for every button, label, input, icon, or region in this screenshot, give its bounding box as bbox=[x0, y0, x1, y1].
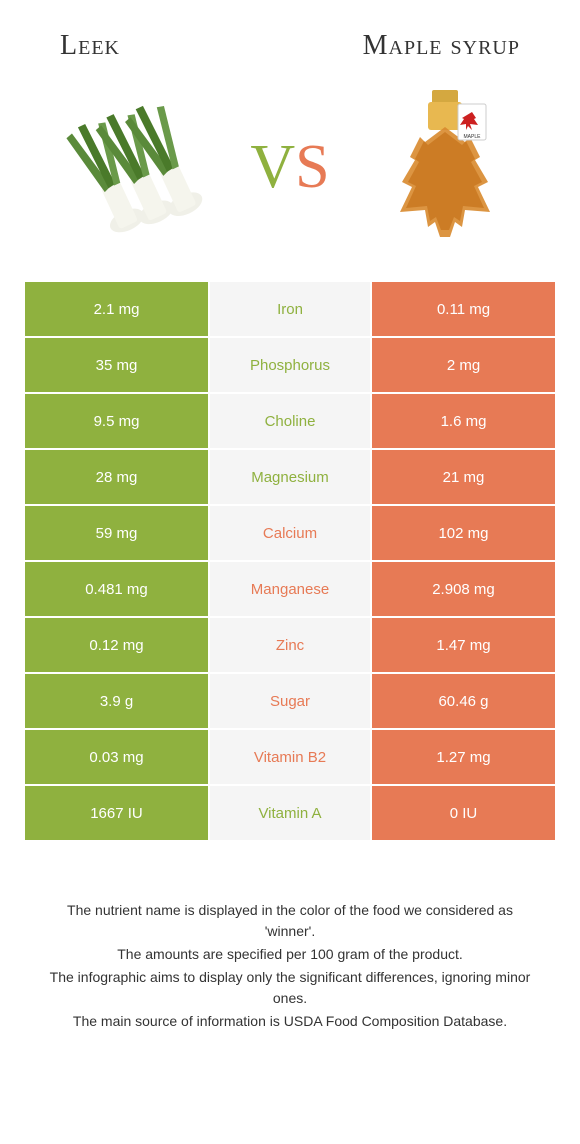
left-value: 35 mg bbox=[25, 338, 208, 392]
left-title: Leek bbox=[60, 30, 120, 62]
footer-notes: The nutrient name is displayed in the co… bbox=[20, 840, 560, 1054]
left-value: 28 mg bbox=[25, 450, 208, 504]
right-value: 21 mg bbox=[372, 450, 555, 504]
maple-syrup-icon: MAPLE bbox=[370, 82, 520, 252]
vs-v: V bbox=[250, 133, 295, 201]
footer-line: The amounts are specified per 100 gram o… bbox=[40, 944, 540, 965]
left-value: 3.9 g bbox=[25, 674, 208, 728]
right-value: 0 IU bbox=[372, 786, 555, 840]
nutrient-label: Vitamin A bbox=[210, 786, 370, 840]
right-value: 60.46 g bbox=[372, 674, 555, 728]
right-value: 0.11 mg bbox=[372, 282, 555, 336]
nutrient-label: Vitamin B2 bbox=[210, 730, 370, 784]
right-value: 102 mg bbox=[372, 506, 555, 560]
nutrient-label: Choline bbox=[210, 394, 370, 448]
left-value: 0.12 mg bbox=[25, 618, 208, 672]
table-row: 2.1 mgIron0.11 mg bbox=[25, 282, 555, 336]
table-row: 3.9 gSugar60.46 g bbox=[25, 674, 555, 728]
leek-icon bbox=[50, 82, 220, 252]
left-value: 0.03 mg bbox=[25, 730, 208, 784]
nutrient-label: Manganese bbox=[210, 562, 370, 616]
header: Leek Maple syrup bbox=[20, 20, 560, 62]
footer-line: The main source of information is USDA F… bbox=[40, 1011, 540, 1032]
table-row: 9.5 mgCholine1.6 mg bbox=[25, 394, 555, 448]
comparison-table: 2.1 mgIron0.11 mg35 mgPhosphorus2 mg9.5 … bbox=[20, 282, 560, 840]
left-value: 9.5 mg bbox=[25, 394, 208, 448]
nutrient-label: Zinc bbox=[210, 618, 370, 672]
nutrient-label: Phosphorus bbox=[210, 338, 370, 392]
table-row: 0.12 mgZinc1.47 mg bbox=[25, 618, 555, 672]
right-value: 1.6 mg bbox=[372, 394, 555, 448]
nutrient-label: Magnesium bbox=[210, 450, 370, 504]
svg-text:MAPLE: MAPLE bbox=[464, 134, 482, 140]
vs-label: VS bbox=[250, 132, 329, 203]
table-row: 0.481 mgManganese2.908 mg bbox=[25, 562, 555, 616]
nutrient-label: Iron bbox=[210, 282, 370, 336]
table-row: 35 mgPhosphorus2 mg bbox=[25, 338, 555, 392]
right-title: Maple syrup bbox=[363, 30, 520, 62]
leek-image bbox=[50, 82, 220, 252]
table-row: 59 mgCalcium102 mg bbox=[25, 506, 555, 560]
right-value: 2.908 mg bbox=[372, 562, 555, 616]
nutrient-label: Calcium bbox=[210, 506, 370, 560]
left-value: 0.481 mg bbox=[25, 562, 208, 616]
left-value: 1667 IU bbox=[25, 786, 208, 840]
table-row: 28 mgMagnesium21 mg bbox=[25, 450, 555, 504]
left-value: 2.1 mg bbox=[25, 282, 208, 336]
syrup-image: MAPLE bbox=[360, 82, 530, 252]
vs-s: S bbox=[295, 133, 329, 201]
images-row: VS MAPLE bbox=[20, 62, 560, 282]
footer-line: The nutrient name is displayed in the co… bbox=[40, 900, 540, 942]
nutrient-label: Sugar bbox=[210, 674, 370, 728]
right-value: 1.47 mg bbox=[372, 618, 555, 672]
table-row: 0.03 mgVitamin B21.27 mg bbox=[25, 730, 555, 784]
right-value: 1.27 mg bbox=[372, 730, 555, 784]
left-value: 59 mg bbox=[25, 506, 208, 560]
footer-line: The infographic aims to display only the… bbox=[40, 967, 540, 1009]
right-value: 2 mg bbox=[372, 338, 555, 392]
table-row: 1667 IUVitamin A0 IU bbox=[25, 786, 555, 840]
